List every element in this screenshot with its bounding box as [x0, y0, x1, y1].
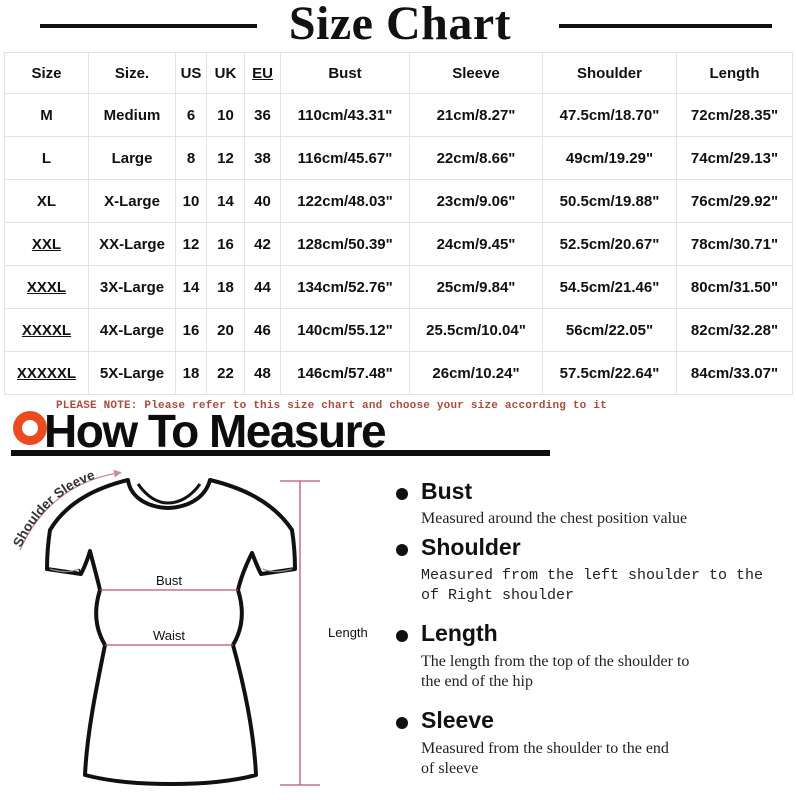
svg-text:Length: Length	[328, 625, 368, 640]
svg-text:Shoulder Sleeve: Shoulder Sleeve	[10, 467, 97, 549]
svg-text:Waist: Waist	[153, 628, 185, 643]
svg-text:Bust: Bust	[156, 573, 182, 588]
